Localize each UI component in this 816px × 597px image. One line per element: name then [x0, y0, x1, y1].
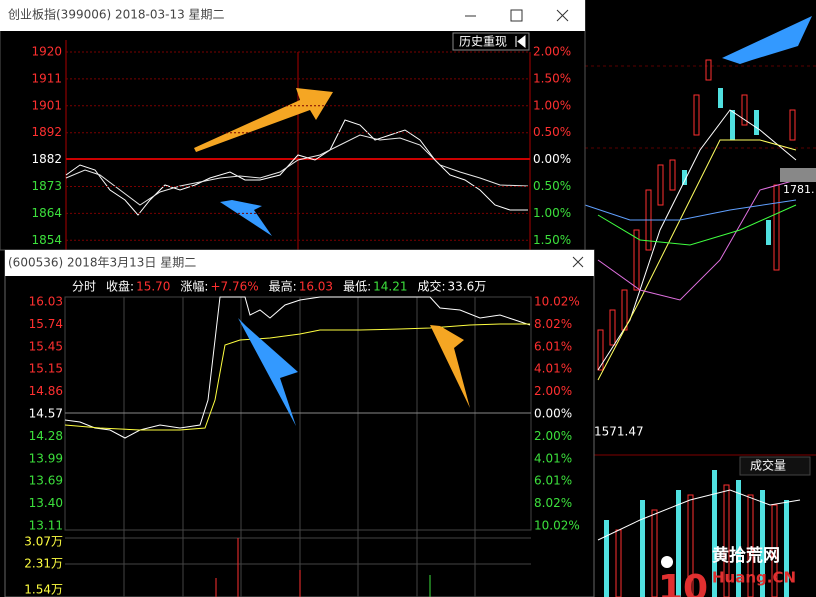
title-bar — [5, 250, 594, 276]
percent-label: 1.00% — [533, 98, 571, 112]
price-label: 13.40 — [29, 496, 63, 510]
percent-label: 10.02% — [534, 295, 580, 309]
percent-label: 6.01% — [534, 339, 572, 353]
price-label: 1920 — [31, 45, 62, 59]
percent-label: 2.00% — [533, 45, 571, 59]
price-label: 1864 — [31, 206, 62, 220]
percent-label: 4.01% — [534, 451, 572, 465]
price-label: 13.99 — [29, 451, 63, 465]
percent-label: 1.50% — [533, 233, 571, 247]
percent-label: 4.01% — [534, 362, 572, 376]
price-label: 1892 — [31, 125, 62, 139]
info-mode: 分时 — [72, 280, 96, 294]
price-label: 13.11 — [29, 519, 63, 533]
low-price-label: 1571.47 — [594, 425, 644, 439]
price-label: 14.28 — [29, 429, 63, 443]
info-change-label: 涨幅: — [180, 279, 208, 294]
volume-tab[interactable] — [739, 456, 811, 476]
price-label: 15.74 — [29, 317, 63, 331]
info-high: 16.03 — [299, 280, 333, 294]
close-button[interactable] — [556, 9, 569, 22]
info-low-label: 最低: — [343, 280, 371, 294]
watermark: 10 黄拾荒网 Huang.CN — [658, 545, 796, 597]
history-button[interactable] — [452, 32, 530, 51]
percent-label: 0.00% — [533, 152, 571, 166]
price-tag: 1781. — [783, 183, 815, 196]
volume-label: 1.54万 — [24, 583, 63, 597]
watermark-text: 黄拾荒网 — [712, 545, 780, 566]
price-label: 13.69 — [29, 474, 63, 488]
percent-label: 0.50% — [533, 125, 571, 139]
maximize-button[interactable] — [510, 9, 523, 22]
percent-label: 1.50% — [533, 71, 571, 85]
window-title: 创业板指(399006) 2018-03-13 星期二 — [8, 7, 225, 22]
svg-text:10: 10 — [658, 568, 708, 597]
price-label: 14.57 — [29, 407, 63, 421]
info-close-label: 收盘: — [106, 279, 134, 294]
percent-label: 6.01% — [534, 474, 572, 488]
price-label: 1854 — [31, 233, 62, 247]
watermark-url: Huang.CN — [712, 569, 796, 587]
info-volume: 33.6万 — [448, 280, 487, 294]
info-change: +7.76% — [210, 280, 258, 294]
index-window: 创业板指(399006) 2018-03-13 星期二 历史重现 1920 191… — [0, 0, 586, 251]
stock-window: (600536) 2018年3月13日 星期二 16.03 10.02% 15.74… — [4, 249, 595, 597]
price-label: 1873 — [31, 179, 62, 193]
percent-label: 8.02% — [534, 317, 572, 331]
info-close: 15.70 — [136, 280, 170, 294]
price-label: 1882 — [31, 152, 62, 166]
volume-label: 3.07万 — [24, 535, 63, 549]
percent-label: 2.00% — [534, 384, 572, 398]
history-button-label: 历史重现 — [459, 35, 507, 49]
volume-label: 2.31万 — [24, 557, 63, 571]
price-label: 16.03 — [29, 295, 63, 309]
price-label: 1911 — [31, 71, 62, 85]
close-button[interactable] — [572, 256, 584, 268]
percent-label: 0.00% — [534, 407, 572, 421]
percent-label: 10.02% — [534, 519, 580, 533]
price-label: 15.15 — [29, 362, 63, 376]
background-chart — [584, 16, 816, 597]
price-label: 14.86 — [29, 384, 63, 398]
window-title: (600536) 2018年3月13日 星期二 — [8, 256, 196, 270]
price-label: 15.45 — [29, 339, 63, 353]
title-bar — [0, 0, 585, 31]
percent-label: 8.02% — [534, 496, 572, 510]
info-high-label: 最高: — [269, 279, 297, 294]
price-label: 1901 — [31, 98, 62, 112]
info-low: 14.21 — [373, 280, 407, 294]
percent-label: 0.50% — [533, 179, 571, 193]
info-volume-label: 成交: — [417, 279, 445, 294]
percent-label: 1.00% — [533, 206, 571, 220]
percent-label: 2.00% — [534, 429, 572, 443]
volume-tab-label: 成交量 — [750, 458, 786, 473]
